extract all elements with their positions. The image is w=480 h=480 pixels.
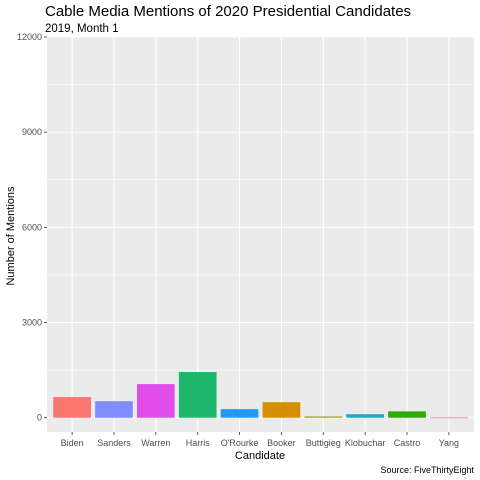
chart-subtitle: 2019, Month 1 <box>45 23 119 35</box>
bar-yang <box>430 417 468 419</box>
bars <box>53 372 468 419</box>
x-tick-label: Harris <box>186 438 210 448</box>
bar-biden <box>53 397 91 418</box>
x-tick-label: Sanders <box>97 438 131 448</box>
x-tick-label: Biden <box>61 438 84 448</box>
x-tick-label: Booker <box>267 438 296 448</box>
bar-harris <box>178 372 217 418</box>
x-tick-label: Buttigieg <box>306 438 341 448</box>
bar-buttigieg <box>304 416 343 418</box>
x-tick-label: Warren <box>141 438 170 448</box>
bar-booker <box>262 402 301 418</box>
x-tick-label: Yang <box>439 438 459 448</box>
major-gridlines <box>47 36 474 432</box>
y-tick-label: 12000 <box>17 32 42 42</box>
y-tick-label: 9000 <box>22 127 42 137</box>
bar-sanders <box>95 401 133 418</box>
x-tick-label: Klobuchar <box>345 438 386 448</box>
y-axis-ticks: 0 3000 6000 9000 12000 <box>17 32 47 423</box>
bar-klobuchar <box>346 414 384 418</box>
bar-warren <box>137 384 175 418</box>
chart-caption: Source: FiveThirtyEight <box>380 465 474 475</box>
x-tick-label: Castro <box>394 438 421 448</box>
chart-title: Cable Media Mentions of 2020 Presidentia… <box>45 3 411 20</box>
y-tick-label: 0 <box>37 413 42 423</box>
y-axis-title: Number of Mentions <box>5 186 17 286</box>
x-axis-ticks: Biden Sanders Warren Harris O'Rourke Booker Bu… <box>61 432 459 448</box>
y-tick-label: 6000 <box>22 222 42 232</box>
x-axis-title: Candidate <box>235 450 285 462</box>
y-tick-label: 3000 <box>22 318 42 328</box>
minor-gridlines <box>47 84 474 371</box>
bar-o-rourke <box>220 409 259 418</box>
x-tick-label: O'Rourke <box>221 438 259 448</box>
plot-panel <box>47 37 474 432</box>
bar-castro <box>388 411 426 418</box>
